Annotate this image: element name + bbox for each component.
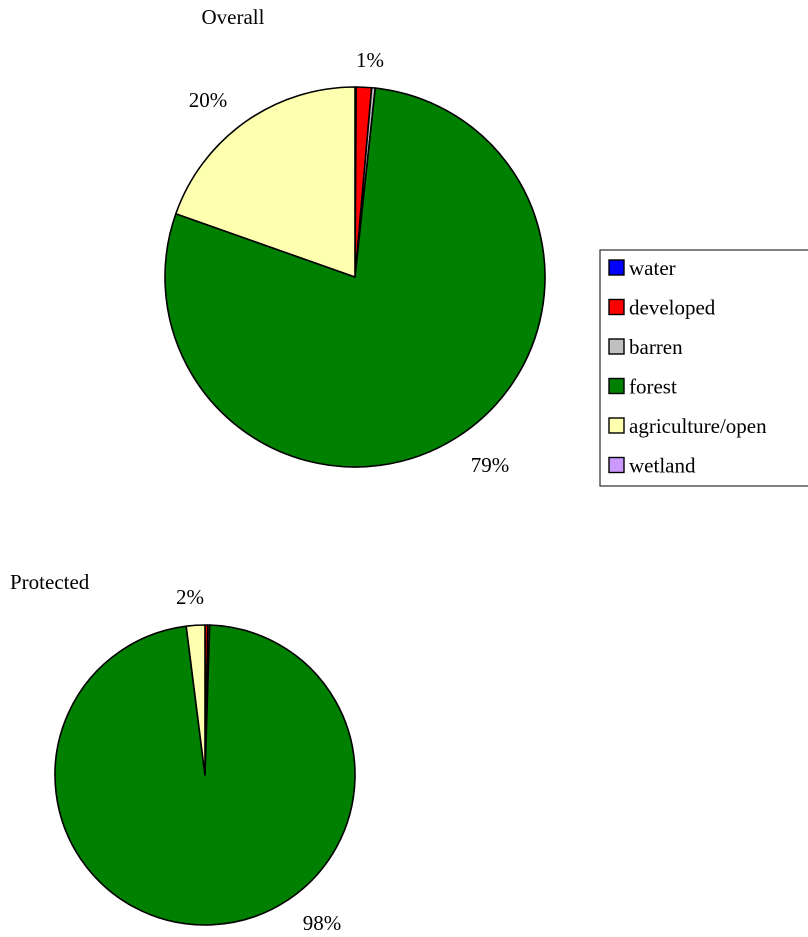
legend-swatch-barren [608,338,625,355]
overall-pie-slices [164,86,546,468]
legend-label-water: water [629,256,676,280]
overall-slice-agriculture-open [175,86,356,278]
legend-swatch-agriculture-open [608,417,625,434]
protected-slice-agriculture-open [185,624,206,776]
legend-swatch-wetland [608,456,625,474]
chart-legend: water developed barren forest agriculture/op… [599,249,808,487]
legend-label-wetland: wetland [629,454,696,478]
legend-item-wetland: wetland [608,454,696,478]
overall-data-label-developed: 1% [356,48,384,72]
overall-data-labels: 1% 79% 20% [189,48,510,477]
legend-label-forest: forest [629,375,677,399]
overall-pie-chart: Overall 1% 79% 20% [164,5,546,477]
legend-label-agriculture-open: agriculture/open [629,414,767,438]
legend-item-developed: developed [608,296,716,320]
protected-pie-slices [54,624,356,926]
legend-swatch-water [608,259,625,276]
legend-swatch-developed [608,298,625,316]
protected-data-label-agriculture-open: 2% [176,585,204,609]
legend-items: water developed barren forest agriculture/op… [608,256,767,478]
overall-chart-title: Overall [202,5,265,29]
legend-label-barren: barren [629,335,683,359]
legend-item-forest: forest [608,375,677,399]
overall-data-label-agriculture-open: 20% [189,88,228,112]
protected-data-labels: 2% 98% [176,585,341,935]
protected-data-label-forest: 98% [303,911,342,935]
legend-swatch-forest [608,377,625,395]
legend-label-developed: developed [629,296,716,320]
protected-pie-chart: Protected 2% 98% [10,570,356,935]
legend-frame [599,249,808,487]
overall-data-label-forest: 79% [471,453,510,477]
legend-item-barren: barren [608,335,683,359]
protected-chart-title: Protected [10,570,90,594]
legend-item-agriculture-open: agriculture/open [608,414,767,438]
legend-item-water: water [608,256,676,280]
